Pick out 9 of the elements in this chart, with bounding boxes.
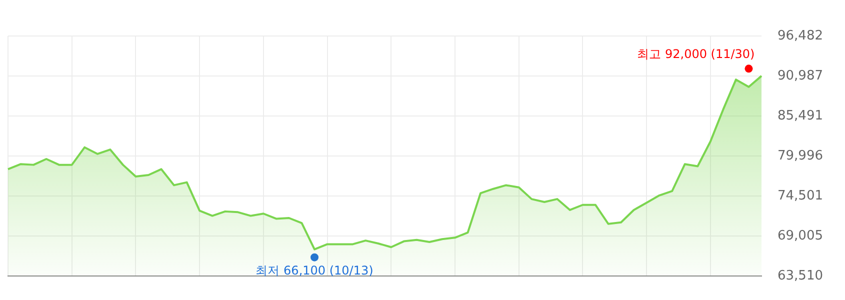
data-label: 최고 92,000 (11/30) [637,46,755,61]
y-tick-label: 90,987 [778,68,824,84]
y-tick-label: 79,996 [778,148,824,164]
y-tick-label: 74,501 [778,188,824,204]
y-tick-label: 69,005 [778,228,824,244]
y-tick-label: 63,510 [778,268,824,284]
y-tick-label: 96,482 [778,28,824,44]
data-label: 최저 66,100 (10/13) [256,263,374,278]
y-tick-label: 85,491 [778,108,824,124]
